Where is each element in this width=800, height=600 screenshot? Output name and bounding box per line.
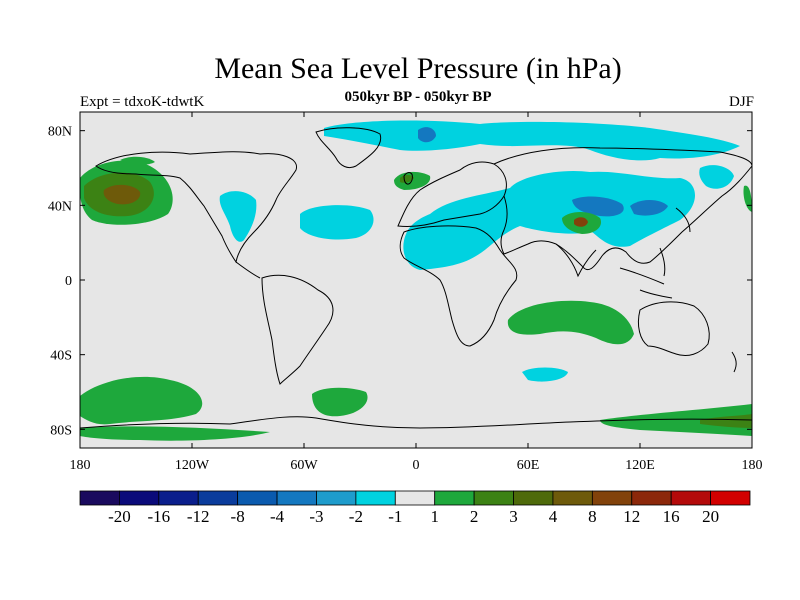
anomaly-antarctic-east — [600, 404, 752, 436]
anomaly-south-indian-positive — [507, 300, 634, 345]
colorbar-swatch — [513, 490, 554, 506]
anomaly-south-indian-negative — [522, 367, 568, 382]
colorbar-swatch — [197, 490, 239, 506]
colorbar-label: -2 — [348, 507, 363, 526]
coastline-antarctica — [80, 416, 752, 429]
colorbar-label: 2 — [469, 507, 479, 526]
anomaly-tibet-core — [574, 217, 588, 227]
anomaly-north-pacific-core — [103, 184, 141, 205]
colorbar-label: 3 — [509, 507, 518, 526]
anomaly-south-atlantic-positive — [312, 387, 368, 417]
coastline-new-zealand — [731, 351, 737, 373]
coastline-asia — [493, 147, 752, 271]
anomaly-central-asia-strong — [572, 196, 624, 217]
x-tick-label: 120E — [625, 458, 655, 473]
coastline-europe — [397, 161, 507, 227]
anomaly-pacific-small — [120, 156, 155, 165]
colorbar-swatch — [631, 490, 672, 506]
anomaly-europe-core — [400, 175, 414, 183]
colorbar-label: -3 — [309, 507, 324, 526]
colorbar-swatch — [119, 490, 160, 506]
coastline-uk — [403, 172, 413, 185]
colorbar-swatch — [591, 490, 633, 506]
pressure-anomaly-layer — [80, 120, 752, 441]
colorbar-swatch — [552, 490, 593, 506]
latitude-axis: 80N 40N 0 40S 80S — [48, 125, 752, 438]
colorbar-label: -20 — [108, 507, 131, 526]
x-tick-label: 120W — [175, 458, 210, 473]
colorbar-label: -12 — [186, 507, 210, 526]
colorbar-label: 1 — [430, 507, 439, 526]
anomaly-south-pacific-positive — [80, 376, 203, 425]
anomaly-north-america-negative — [219, 191, 257, 242]
anomaly-siberia-negative — [699, 165, 734, 189]
colorbar-label: -8 — [230, 507, 245, 526]
colorbar-swatch — [158, 490, 199, 506]
colorbar-label: 20 — [702, 507, 720, 526]
y-tick-label: 80S — [50, 423, 72, 438]
anomaly-eurasia-negative — [403, 170, 695, 270]
coastline-australia — [637, 301, 710, 357]
anomaly-north-atlantic-negative — [300, 205, 374, 240]
colorbar-swatch — [434, 490, 475, 506]
coastline-central-america — [235, 261, 261, 279]
coastlines — [80, 127, 752, 429]
colorbar-swatch — [710, 490, 751, 506]
colorbar-swatch — [473, 490, 514, 506]
anomaly-asia-strong-east — [630, 200, 668, 216]
longitude-axis: 180 120W 60W 0 60E 120E 180 — [70, 112, 763, 473]
y-tick-label: 0 — [65, 274, 72, 289]
x-tick-label: 180 — [70, 458, 91, 473]
colorbar-label: 4 — [548, 507, 558, 526]
season-label: DJF — [728, 94, 754, 110]
anomaly-arctic-strong — [418, 127, 436, 143]
colorbar-label: 16 — [662, 507, 680, 526]
x-tick-label: 180 — [742, 458, 763, 473]
x-tick-label: 60E — [517, 458, 540, 473]
coastline-north-america — [95, 151, 297, 264]
colorbar-swatch — [237, 490, 278, 506]
experiment-label: Expt = tdxoK-tdwtK — [80, 94, 205, 110]
colorbar — [79, 490, 751, 506]
coastline-southeast-asia — [619, 247, 673, 299]
colorbar-swatch — [316, 490, 357, 506]
x-tick-label: 60W — [290, 458, 318, 473]
colorbar-swatch — [394, 490, 436, 506]
colorbar-swatch — [276, 490, 317, 506]
colorbar-label: 8 — [588, 507, 597, 526]
colorbar-swatch — [355, 490, 396, 506]
anomaly-antarctic-east-strong — [700, 414, 752, 428]
colorbar-label: -16 — [147, 507, 171, 526]
colorbar-swatch — [670, 490, 711, 506]
page-title: Mean Sea Level Pressure (in hPa) — [214, 52, 622, 85]
x-tick-label: 0 — [413, 458, 420, 473]
y-tick-label: 80N — [48, 125, 72, 140]
coastline-africa — [399, 225, 518, 347]
y-tick-label: 40N — [48, 199, 72, 214]
anomaly-antarctic-band — [80, 426, 270, 441]
y-tick-label: 40S — [50, 349, 72, 364]
coastline-india — [555, 243, 597, 278]
coastline-greenland — [315, 127, 382, 169]
coastline-south-america — [261, 274, 334, 385]
colorbar-label: 12 — [623, 507, 641, 526]
coastline-japan — [675, 207, 691, 233]
colorbar-swatch — [79, 490, 120, 506]
colorbar-label: -1 — [388, 507, 403, 526]
colorbar-label: -4 — [269, 507, 285, 526]
period-subtitle: 050kyr BP - 050kyr BP — [344, 89, 492, 105]
